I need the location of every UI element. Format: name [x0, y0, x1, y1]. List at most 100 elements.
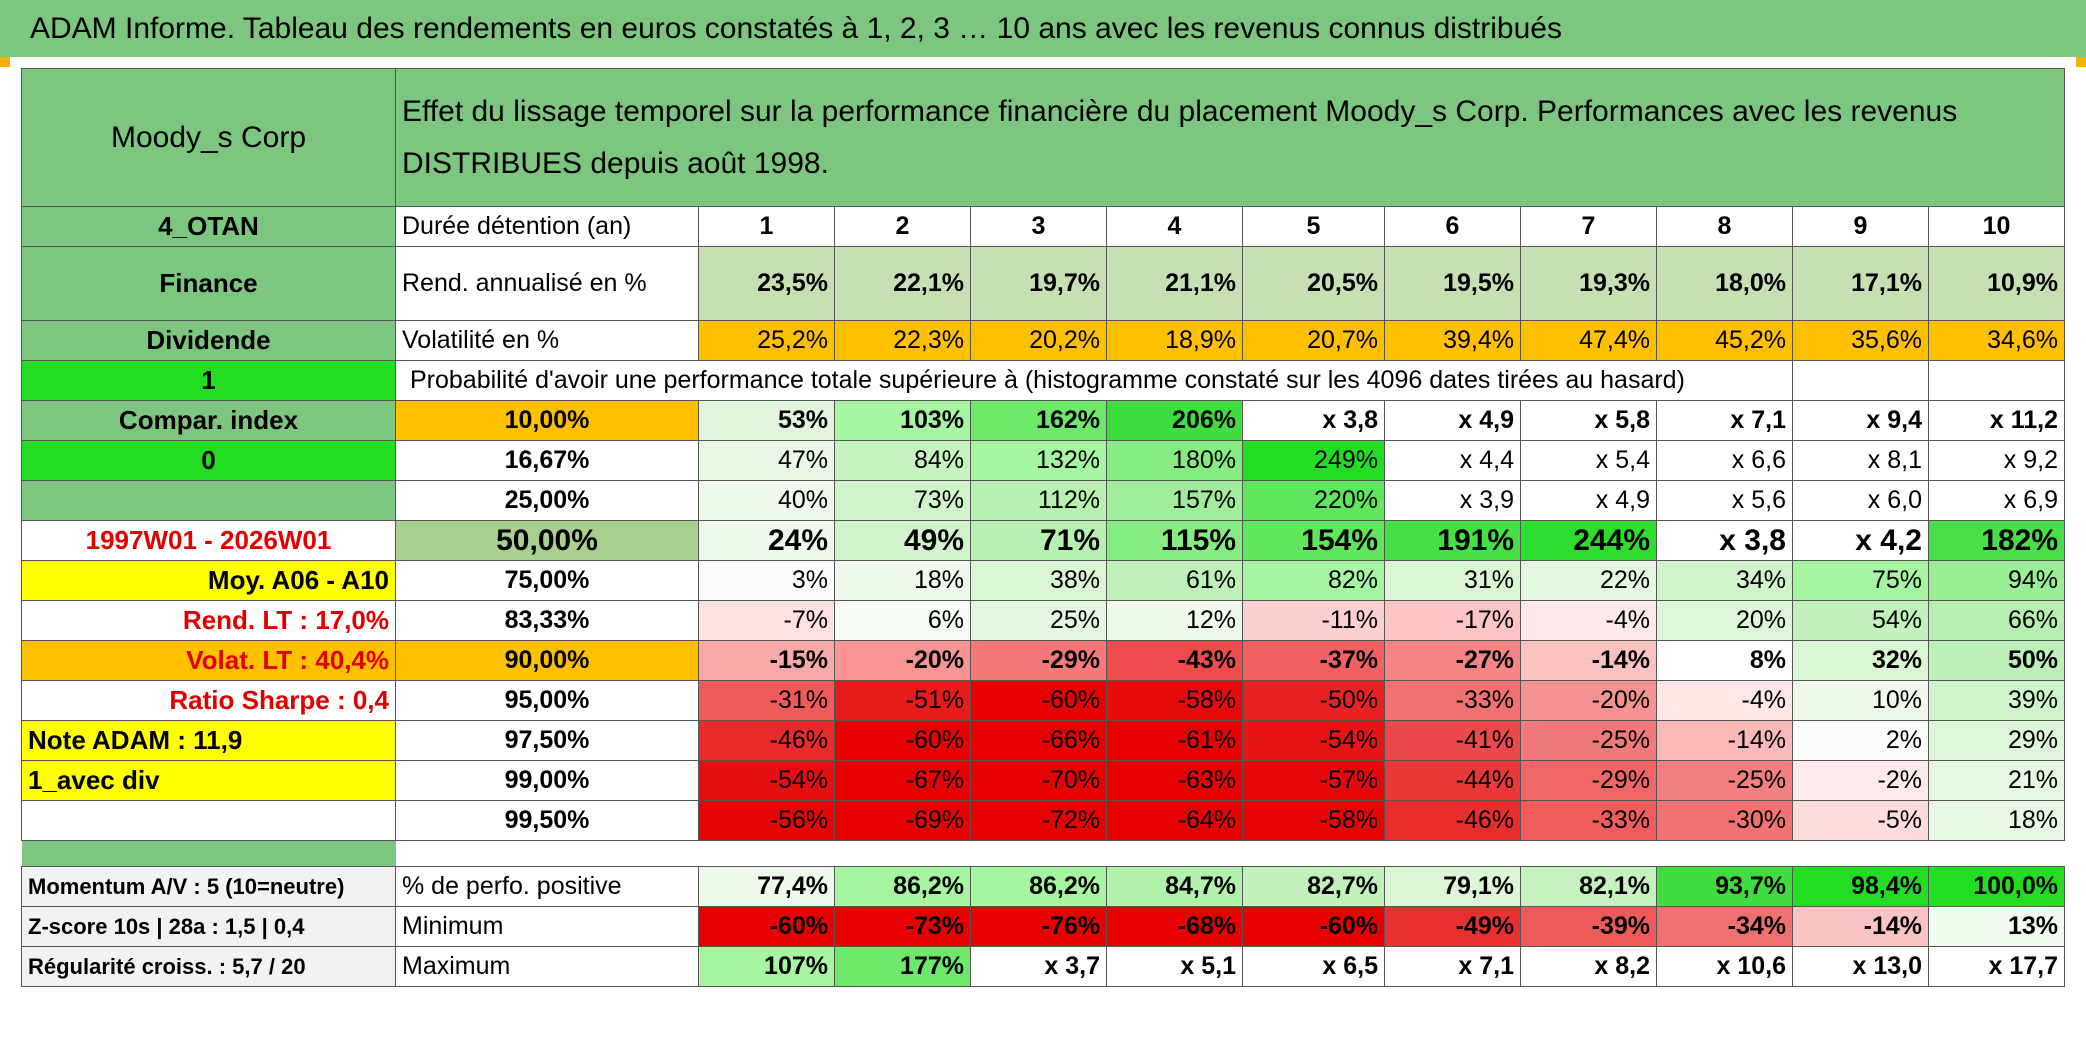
proba-caption: Probabilité d'avoir une performance tota…: [395, 360, 1793, 401]
probability-value: -60%: [970, 680, 1107, 721]
probability-value: -54%: [698, 760, 835, 801]
summary-value: -60%: [1242, 906, 1385, 947]
summary-value: -60%: [698, 906, 835, 947]
summary-value: 93,7%: [1656, 866, 1793, 907]
probability-value: x 9,4: [1792, 400, 1929, 441]
side-avec-div: 1_avec div: [21, 760, 396, 801]
probability-row: Note ADAM : 11,9 97,50% -46% -60% -66% -61% -5…: [21, 720, 2065, 761]
probability-value: -7%: [698, 600, 835, 641]
probability-value: 112%: [970, 480, 1107, 521]
probability-value: x 3,8: [1242, 400, 1385, 441]
spacer-row: [21, 840, 2065, 867]
side-flag2: 0: [21, 440, 396, 481]
corner-marker-left: [0, 57, 10, 67]
probability-value: 24%: [698, 520, 835, 561]
probability-value: 8%: [1656, 640, 1793, 681]
summary-row: Régularité croiss. : 5,7 / 20 Maximum 107%…: [21, 946, 2065, 987]
probability-value: 20%: [1656, 600, 1793, 641]
summary-value: 77,4%: [698, 866, 835, 907]
company-name: Moody_s Corp: [21, 68, 396, 207]
summary-value: 100,0%: [1928, 866, 2065, 907]
table-description: Effet du lissage temporel sur la perform…: [395, 68, 2065, 207]
side-indicator: Régularité croiss. : 5,7 / 20: [21, 946, 396, 987]
probability-value: -41%: [1384, 720, 1521, 761]
probability-level: 25,00%: [395, 480, 699, 521]
probability-value: -44%: [1384, 760, 1521, 801]
probability-level: 75,00%: [395, 560, 699, 601]
side-period: 1997W01 - 2026W01: [21, 520, 396, 561]
label-rend: Rend. annualisé en %: [395, 246, 699, 321]
probability-row: Rend. LT : 17,0% 83,33% -7% 6% 25% 12% -11% -17…: [21, 600, 2065, 641]
probability-value: 61%: [1106, 560, 1243, 601]
probability-value: 54%: [1792, 600, 1929, 641]
side-sharpe: Ratio Sharpe : 0,4: [21, 680, 396, 721]
probability-level: 16,67%: [395, 440, 699, 481]
summary-value: -14%: [1792, 906, 1929, 947]
probability-level: 99,50%: [395, 800, 699, 841]
probability-value: -20%: [1520, 680, 1657, 721]
probability-row: 25,00% 40% 73% 112% 157% 220% x 3,9 x 4,9 x 5,6 x…: [21, 480, 2065, 521]
summary-label: Minimum: [395, 906, 699, 947]
vol-cell: 25,2%: [698, 320, 835, 361]
probability-value: -27%: [1384, 640, 1521, 681]
summary-value: -73%: [834, 906, 971, 947]
probability-value: x 3,8: [1656, 520, 1793, 561]
probability-value: -15%: [698, 640, 835, 681]
vol-cell: 39,4%: [1384, 320, 1521, 361]
probability-value: -33%: [1384, 680, 1521, 721]
probability-value: -33%: [1520, 800, 1657, 841]
empty-cell: [1792, 360, 1929, 401]
probability-value: x 6,0: [1792, 480, 1929, 521]
probability-level: 10,00%: [395, 400, 699, 441]
probability-value: x 5,4: [1520, 440, 1657, 481]
probability-value: 38%: [970, 560, 1107, 601]
year-cell: 5: [1242, 206, 1385, 247]
probability-value: -14%: [1656, 720, 1793, 761]
probability-value: 103%: [834, 400, 971, 441]
probability-value: 115%: [1106, 520, 1243, 561]
vol-cell: 22,3%: [834, 320, 971, 361]
probability-value: -43%: [1106, 640, 1243, 681]
summary-value: 98,4%: [1792, 866, 1929, 907]
rend-cell: 23,5%: [698, 246, 835, 321]
probability-value: -20%: [834, 640, 971, 681]
header-row: Moody_s Corp Effet du lissage temporel s…: [21, 68, 2065, 207]
year-cell: 3: [970, 206, 1107, 247]
probability-value: -63%: [1106, 760, 1243, 801]
side-sector: Finance: [21, 246, 396, 321]
probability-value: 82%: [1242, 560, 1385, 601]
proba-caption-row: 1 Probabilité d'avoir une performance to…: [21, 360, 2065, 401]
probability-value: x 7,1: [1656, 400, 1793, 441]
probability-value: x 4,2: [1792, 520, 1929, 561]
probability-level: 97,50%: [395, 720, 699, 761]
summary-value: 177%: [834, 946, 971, 987]
year-cell: 10: [1928, 206, 2065, 247]
year-cell: 2: [834, 206, 971, 247]
probability-value: 157%: [1106, 480, 1243, 521]
summary-value: 107%: [698, 946, 835, 987]
year-cell: 4: [1106, 206, 1243, 247]
side-blank: [21, 800, 396, 841]
probability-value: 29%: [1928, 720, 2065, 761]
probability-row: 99,50% -56% -69% -72% -64% -58% -46% -33% -30% -5…: [21, 800, 2065, 841]
probability-value: 249%: [1242, 440, 1385, 481]
probability-row: 1_avec div 99,00% -54% -67% -70% -63% -57% -44%…: [21, 760, 2065, 801]
probability-value: 66%: [1928, 600, 2065, 641]
probability-value: -61%: [1106, 720, 1243, 761]
rend-cell: 22,1%: [834, 246, 971, 321]
probability-row: 1997W01 - 2026W01 50,00% 24% 49% 71% 115% 154%…: [21, 520, 2065, 561]
year-cell: 7: [1520, 206, 1657, 247]
rend-cell: 19,3%: [1520, 246, 1657, 321]
probability-row: Moy. A06 - A10 75,00% 3% 18% 38% 61% 82% 31% 22%…: [21, 560, 2065, 601]
years-row: 4_OTAN Durée détention (an) 1 2 3 4 5 6 …: [21, 206, 2065, 247]
summary-value: x 7,1: [1384, 946, 1521, 987]
summary-value: x 3,7: [970, 946, 1107, 987]
summary-row: Z-score 10s | 28a : 1,5 | 0,4 Minimum -60%…: [21, 906, 2065, 947]
probability-value: 73%: [834, 480, 971, 521]
summary-value: 86,2%: [970, 866, 1107, 907]
probability-value: -2%: [1792, 760, 1929, 801]
performance-table: Moody_s Corp Effet du lissage temporel s…: [21, 68, 2065, 987]
probability-value: 154%: [1242, 520, 1385, 561]
probability-value: x 6,6: [1656, 440, 1793, 481]
probability-value: x 9,2: [1928, 440, 2065, 481]
